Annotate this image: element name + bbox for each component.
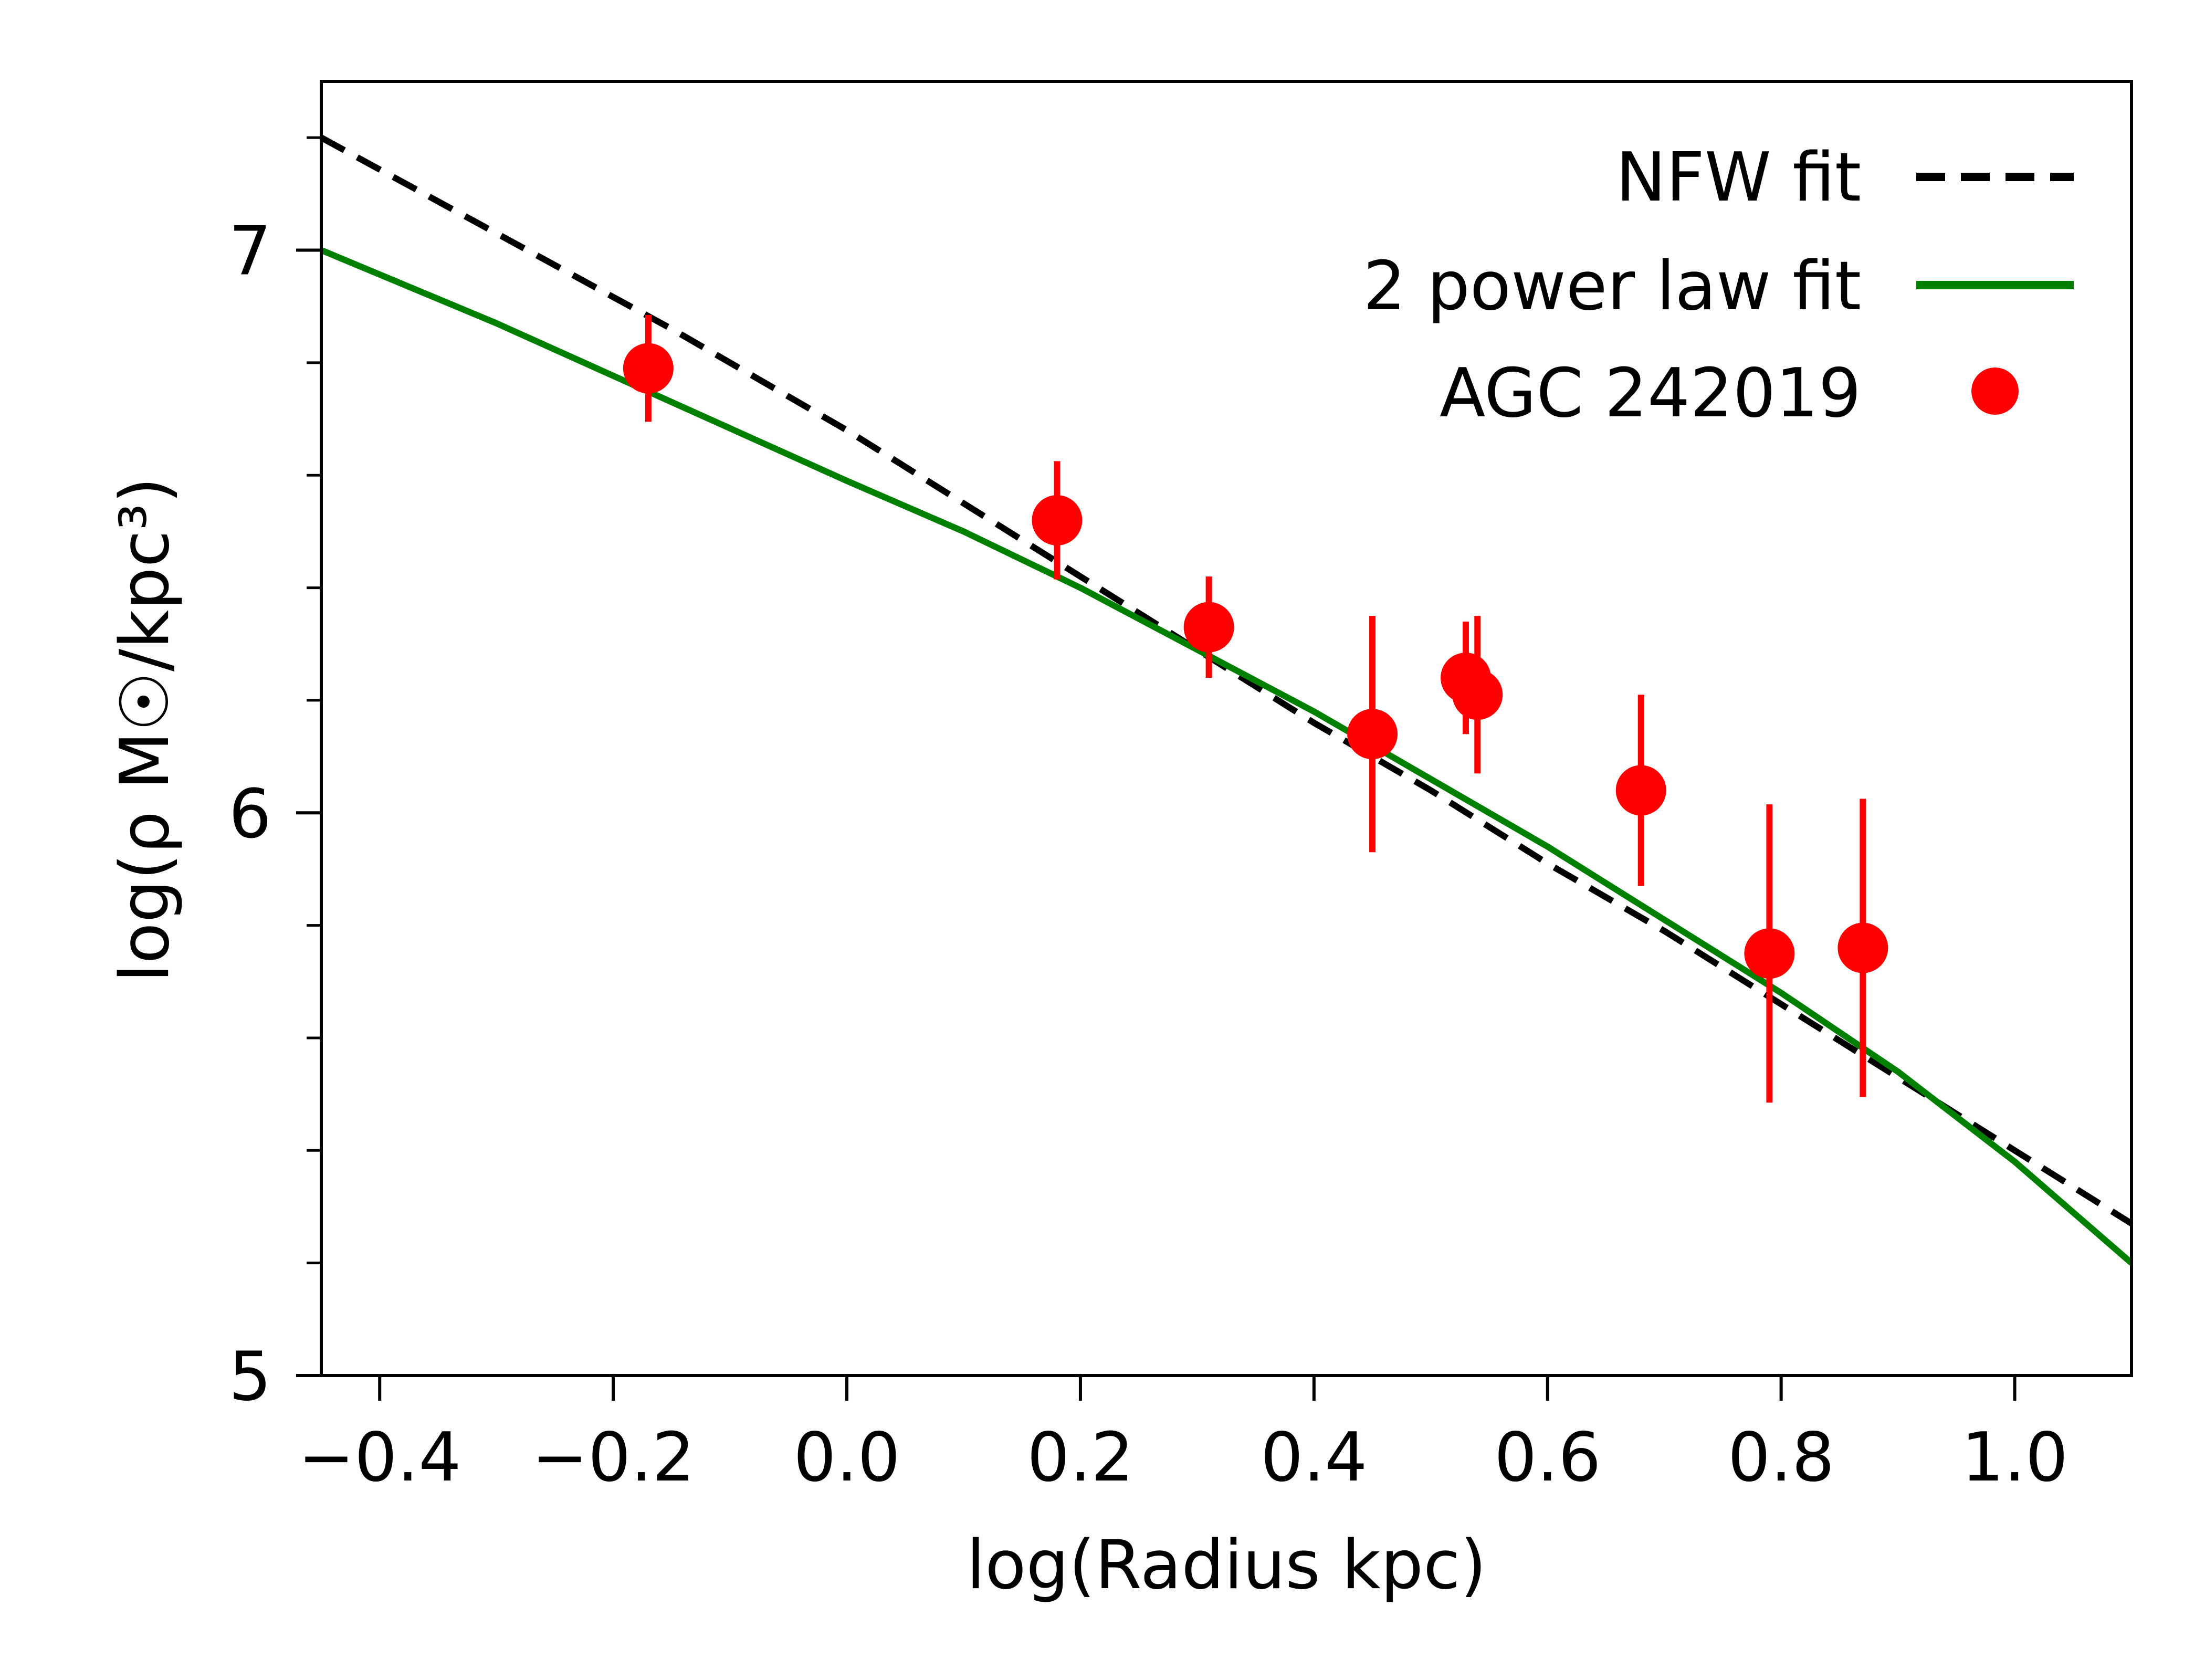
legend: NFW fit 2 power law fit AGC 242019	[1363, 139, 2074, 433]
y-tick-label: 5	[229, 1338, 271, 1416]
data-point	[1347, 709, 1398, 760]
plot-frame	[320, 80, 2133, 1377]
series-line-2-power-law-fit	[321, 247, 2132, 1266]
data-point	[1452, 669, 1503, 720]
x-axis: −0.4 −0.2 0.0 0.2 0.4 0.6 0.8 1.0	[298, 1376, 2068, 1497]
x-tick-label: 0.2	[1027, 1419, 1134, 1497]
legend-label-nfw-fit: NFW fit	[1616, 139, 1861, 217]
x-tick-label: 1.0	[1961, 1419, 2068, 1497]
series-line-nfw-fit	[321, 134, 2132, 1226]
y-axis: 5 6 7	[229, 136, 321, 1416]
y-axis-label: log(ρ M☉/kpc³)	[106, 477, 184, 982]
legend-label-agc-242019: AGC 242019	[1440, 354, 1861, 433]
x-tick-label: 0.0	[793, 1419, 900, 1497]
data-point	[1838, 922, 1888, 973]
data-point	[1183, 602, 1234, 653]
plot-data-layer	[321, 134, 2132, 1266]
x-axis-label: log(Radius kpc)	[967, 1526, 1487, 1604]
data-point	[1032, 495, 1083, 545]
legend-label-2-power-law-fit: 2 power law fit	[1363, 247, 1861, 326]
data-point	[623, 343, 674, 394]
x-tick-label: −0.4	[298, 1419, 461, 1497]
data-point	[1615, 765, 1666, 816]
y-tick-label: 7	[229, 213, 271, 291]
y-tick-label: 6	[229, 775, 271, 853]
x-tick-label: 0.6	[1494, 1419, 1601, 1497]
data-point	[1744, 928, 1795, 979]
x-tick-label: 0.4	[1261, 1419, 1368, 1497]
x-tick-label: −0.2	[532, 1419, 695, 1497]
x-tick-label: 0.8	[1728, 1419, 1835, 1497]
legend-swatch-agc-242019	[1971, 368, 2019, 415]
